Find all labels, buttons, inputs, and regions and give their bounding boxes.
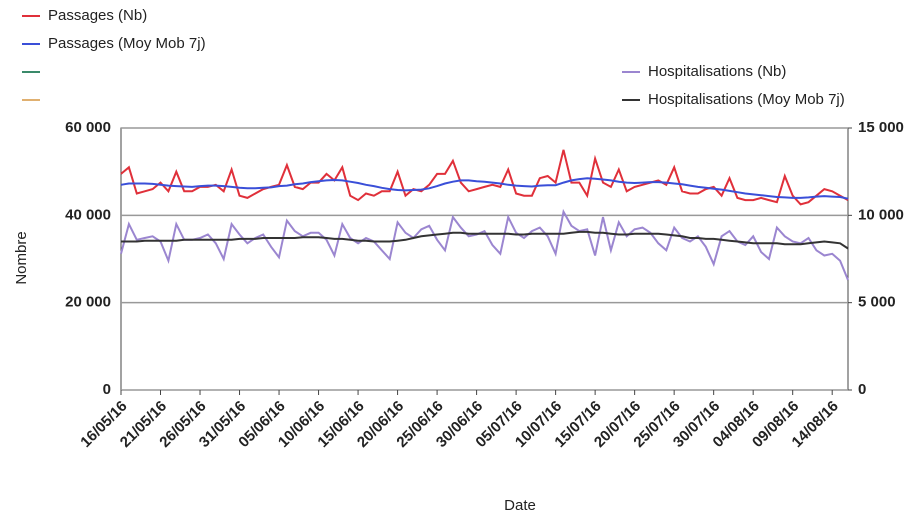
y-axis-title: Nombre (13, 231, 30, 284)
y-tick-label: 0 (103, 381, 111, 398)
series-line (120, 177, 849, 200)
series-line (120, 149, 849, 206)
legend-label: Passages (Nb) (48, 7, 147, 24)
y-tick-label: 40 000 (65, 206, 111, 223)
legend-label: Hospitalisations (Moy Mob 7j) (648, 91, 845, 108)
series-line (120, 208, 849, 281)
y-tick-label: 60 000 (65, 119, 111, 136)
y2-tick-label: 0 (858, 381, 866, 398)
x-axis-title: Date (504, 497, 536, 514)
legend-label: Passages (Moy Mob 7j) (48, 35, 206, 52)
y2-tick-label: 15 000 (858, 119, 904, 136)
y2-tick-label: 10 000 (858, 206, 904, 223)
y-tick-label: 20 000 (65, 294, 111, 311)
series-line (121, 230, 849, 250)
legend-label: Hospitalisations (Nb) (648, 63, 786, 80)
y2-tick-label: 5 000 (858, 294, 896, 311)
plot-frame (120, 127, 849, 391)
